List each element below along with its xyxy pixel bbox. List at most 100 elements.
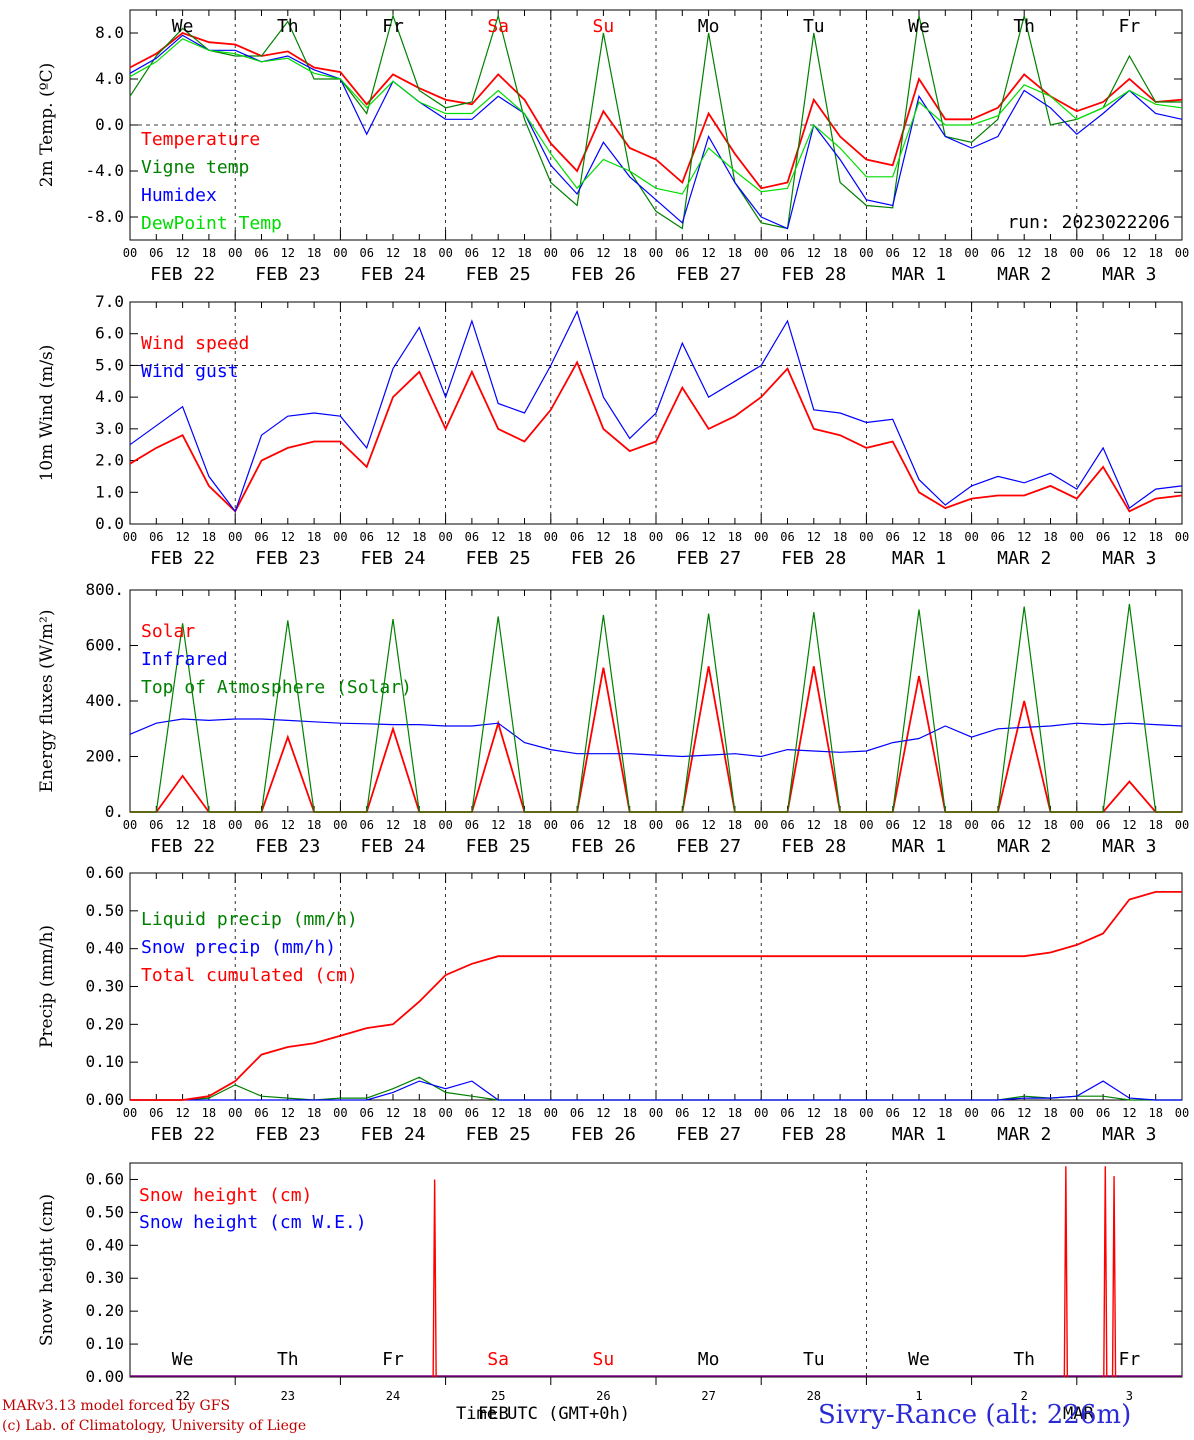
hour-tick-label: 00 bbox=[649, 530, 663, 544]
hour-tick-label: 12 bbox=[281, 818, 295, 832]
date-label: FEB 23 bbox=[255, 548, 320, 569]
hour-tick-label: 06 bbox=[359, 246, 373, 260]
hour-tick-label: 06 bbox=[254, 1106, 268, 1120]
hour-tick-label: 06 bbox=[149, 818, 163, 832]
hour-tick-label: 06 bbox=[885, 818, 899, 832]
y-tick-label: 0.00 bbox=[85, 1367, 124, 1386]
date-label: MAR 2 bbox=[997, 1124, 1051, 1145]
hour-tick-label: 12 bbox=[701, 530, 715, 544]
hour-tick-label: 06 bbox=[780, 246, 794, 260]
legend-entry: Snow precip (mm/h) bbox=[141, 937, 336, 958]
date-label: FEB 28 bbox=[781, 1124, 846, 1145]
y-tick-label: 0.60 bbox=[85, 1169, 124, 1188]
hour-tick-label: 00 bbox=[1070, 530, 1084, 544]
y-tick-label: 0.00 bbox=[85, 1090, 124, 1109]
legend-entry: Snow height (cm W.E.) bbox=[139, 1212, 367, 1233]
hour-tick-label: 06 bbox=[465, 246, 479, 260]
date-number: 23 bbox=[281, 1389, 295, 1403]
hour-tick-label: 00 bbox=[438, 818, 452, 832]
hour-tick-label: 06 bbox=[991, 530, 1005, 544]
date-label: MAR 2 bbox=[997, 836, 1051, 857]
date-label: FEB 26 bbox=[571, 264, 636, 285]
hour-tick-label: 12 bbox=[386, 1106, 400, 1120]
hour-tick-label: 06 bbox=[991, 818, 1005, 832]
day-name: Tu bbox=[803, 16, 825, 37]
hour-tick-label: 18 bbox=[833, 246, 847, 260]
date-label: MAR 2 bbox=[997, 548, 1051, 569]
date-number: 3 bbox=[1126, 1389, 1133, 1403]
date-label: MAR 1 bbox=[892, 1124, 946, 1145]
hour-tick-label: 18 bbox=[1148, 1106, 1162, 1120]
y-axis-label: Snow height (cm) bbox=[37, 1194, 57, 1346]
y-tick-label: -8.0 bbox=[85, 207, 124, 226]
hour-tick-label: 12 bbox=[386, 530, 400, 544]
y-tick-label: 0.10 bbox=[85, 1052, 124, 1071]
date-label: FEB 28 bbox=[781, 264, 846, 285]
legend-entry: Total cumulated (cm) bbox=[141, 965, 358, 986]
y-axis-label: 10m Wind (m/s) bbox=[37, 345, 57, 482]
hour-tick-label: 00 bbox=[544, 530, 558, 544]
hour-tick-label: 12 bbox=[491, 530, 505, 544]
hour-tick-label: 12 bbox=[596, 1106, 610, 1120]
date-label: FEB 24 bbox=[360, 836, 425, 857]
legend-entry: Temperature bbox=[141, 129, 260, 150]
date-label: FEB 22 bbox=[150, 548, 215, 569]
y-tick-label: 0.0 bbox=[95, 115, 124, 134]
hour-tick-label: 18 bbox=[622, 246, 636, 260]
station-name: Sivry-Rance (alt: 226m) bbox=[818, 1400, 1132, 1430]
hour-tick-label: 06 bbox=[254, 246, 268, 260]
hour-tick-label: 06 bbox=[675, 1106, 689, 1120]
hour-tick-label: 00 bbox=[544, 246, 558, 260]
hour-tick-label: 06 bbox=[780, 1106, 794, 1120]
series-line bbox=[129, 360, 1183, 513]
xaxis-title: Time UTC (GMT+0h) bbox=[456, 1404, 630, 1424]
hour-tick-label: 18 bbox=[202, 1106, 216, 1120]
legend-entry: Top of Atmosphere (Solar) bbox=[141, 677, 412, 698]
y-axis-label: Energy fluxes (W/m²) bbox=[37, 610, 57, 793]
hour-tick-label: 12 bbox=[701, 818, 715, 832]
day-name: Th bbox=[1013, 16, 1035, 37]
y-tick-label: 200. bbox=[85, 747, 124, 766]
date-label: FEB 26 bbox=[571, 836, 636, 857]
date-number: 1 bbox=[915, 1389, 922, 1403]
xaxis-overlap-mar: MAR bbox=[1063, 1404, 1094, 1424]
date-label: FEB 24 bbox=[360, 548, 425, 569]
hour-tick-label: 00 bbox=[333, 818, 347, 832]
date-number: 25 bbox=[491, 1389, 505, 1403]
hour-tick-label: 00 bbox=[228, 1106, 242, 1120]
hour-tick-label: 18 bbox=[202, 818, 216, 832]
hour-tick-label: 12 bbox=[596, 530, 610, 544]
hour-tick-label: 18 bbox=[938, 818, 952, 832]
hour-tick-label: 00 bbox=[1175, 818, 1189, 832]
hour-tick-label: 00 bbox=[649, 246, 663, 260]
hour-tick-label: 00 bbox=[123, 1106, 137, 1120]
model-line: MARv3.13 model forced by GFS bbox=[2, 1398, 231, 1414]
series-line bbox=[129, 31, 1183, 190]
hour-tick-label: 18 bbox=[202, 530, 216, 544]
snow-spike bbox=[1103, 1166, 1108, 1378]
hour-tick-label: 06 bbox=[570, 818, 584, 832]
hour-tick-label: 18 bbox=[307, 1106, 321, 1120]
hour-tick-label: 18 bbox=[1148, 818, 1162, 832]
copyright-line: (c) Lab. of Climatology, University of L… bbox=[2, 1418, 307, 1434]
snow-spike bbox=[1063, 1166, 1069, 1378]
hour-tick-label: 12 bbox=[1017, 530, 1031, 544]
hour-tick-label: 12 bbox=[912, 1106, 926, 1120]
hour-tick-label: 06 bbox=[885, 1106, 899, 1120]
hour-tick-label: 18 bbox=[833, 1106, 847, 1120]
hour-tick-label: 12 bbox=[1017, 246, 1031, 260]
hour-tick-label: 00 bbox=[333, 530, 347, 544]
hour-tick-label: 00 bbox=[228, 818, 242, 832]
hour-tick-label: 06 bbox=[1096, 530, 1110, 544]
date-label: FEB 22 bbox=[150, 836, 215, 857]
hour-tick-label: 00 bbox=[333, 1106, 347, 1120]
date-label: FEB 25 bbox=[466, 264, 531, 285]
hour-tick-label: 06 bbox=[465, 818, 479, 832]
date-label: FEB 28 bbox=[781, 548, 846, 569]
legend-entry: DewPoint Temp bbox=[141, 213, 282, 234]
y-tick-label: 800. bbox=[85, 580, 124, 599]
hour-tick-label: 06 bbox=[359, 818, 373, 832]
y-tick-label: 0.20 bbox=[85, 1014, 124, 1033]
hour-tick-label: 06 bbox=[254, 530, 268, 544]
day-name: Su bbox=[593, 1349, 615, 1370]
